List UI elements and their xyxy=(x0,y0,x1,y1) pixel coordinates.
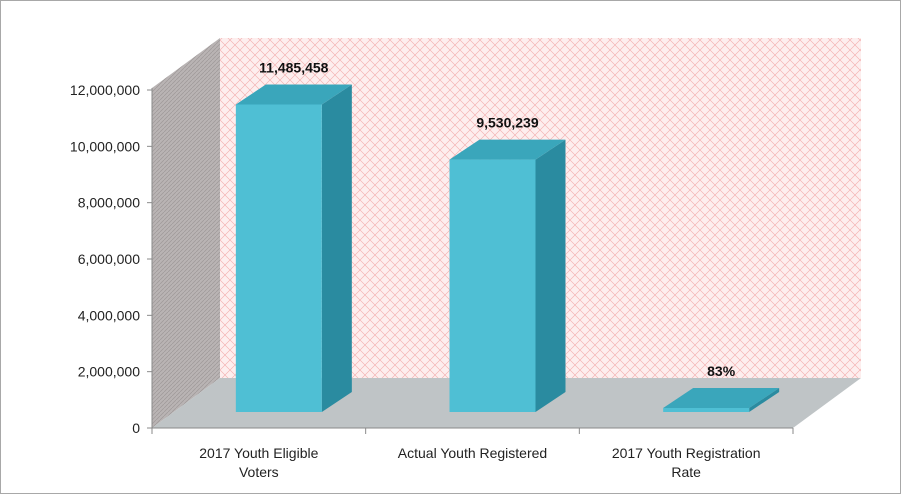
y-tick-label: 2,000,000 xyxy=(78,364,140,380)
bar-front xyxy=(449,159,536,412)
x-tick-label-line: Rate xyxy=(671,464,701,480)
y-tick-label: 10,000,000 xyxy=(70,138,140,154)
x-tick-label: 2017 Youth Eligible Voters xyxy=(199,445,318,480)
bar xyxy=(235,84,352,413)
data-label: 9,530,239 xyxy=(476,115,538,131)
y-tick-label: 6,000,000 xyxy=(78,251,140,267)
x-tick-label-line: 2017 Youth Registration xyxy=(612,445,761,461)
x-tick-label: 2017 Youth Registration Rate xyxy=(612,445,761,480)
bar-top xyxy=(449,139,566,160)
data-label: 11,485,458 xyxy=(259,59,329,75)
x-tick-label-line: 2017 Youth Eligible xyxy=(199,445,318,461)
bar-front xyxy=(663,408,750,412)
x-tick-label: Actual Youth Registered xyxy=(398,445,547,461)
bar-top xyxy=(235,84,352,105)
y-tick-label: 4,000,000 xyxy=(78,307,140,323)
bar xyxy=(663,388,780,412)
side-wall xyxy=(152,38,220,428)
y-tick-label: 8,000,000 xyxy=(78,195,140,211)
bar xyxy=(449,139,566,412)
bar-side xyxy=(749,388,780,412)
x-tick-label-line: Actual Youth Registered xyxy=(398,445,547,461)
y-tick-label: 12,000,000 xyxy=(70,82,140,98)
y-tick-label: 0 xyxy=(132,420,140,436)
data-label: 83% xyxy=(707,363,736,379)
bar-front xyxy=(235,104,322,413)
x-tick-label-line: Voters xyxy=(239,464,279,480)
bar-side xyxy=(321,84,352,413)
bar-side xyxy=(535,139,566,412)
bar-top xyxy=(663,388,780,408)
